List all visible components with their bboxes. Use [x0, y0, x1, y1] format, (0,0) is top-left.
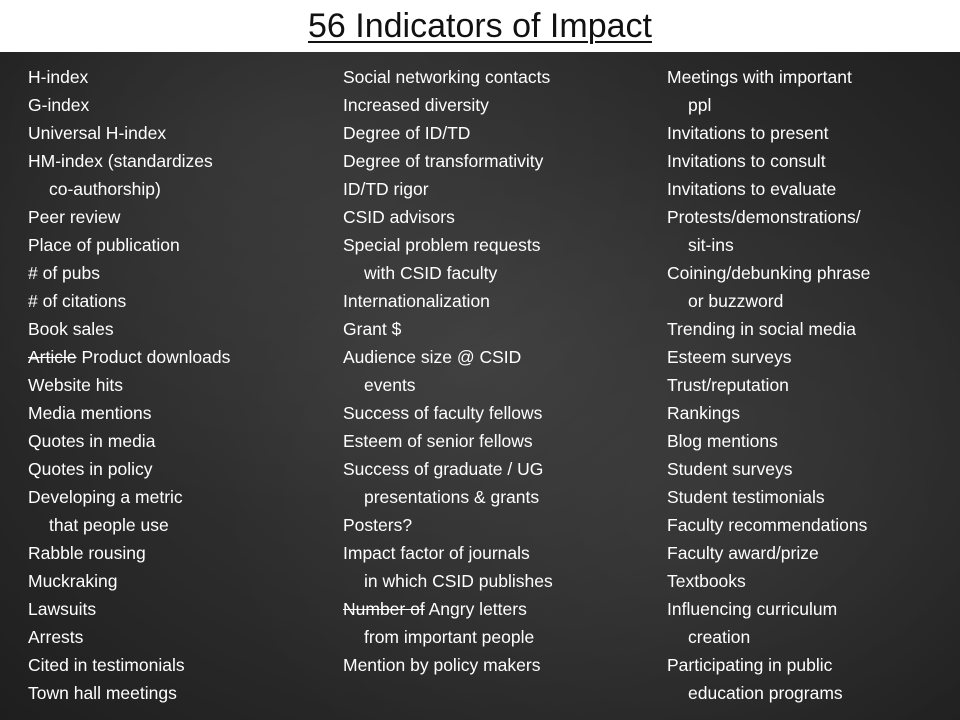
indicator-column-2: Social networking contacts Increased div…: [343, 63, 553, 679]
indicator-item: Participating in public: [667, 655, 833, 675]
indicator-item: HM-index (standardizes: [28, 151, 213, 171]
indicator-item: Rabble rousing: [28, 543, 146, 563]
indicator-item: Invitations to evaluate: [667, 179, 837, 199]
indicator-item: Lawsuits: [28, 599, 97, 619]
indicator-item: Quotes in policy: [28, 459, 153, 479]
indicator-item: Trending in social media: [667, 319, 857, 339]
indicator-item-continuation: creation: [688, 627, 751, 647]
indicator-item-continuation: ppl: [688, 95, 712, 115]
indicator-item: Audience size @ CSID: [343, 347, 522, 367]
indicator-item: Place of publication: [28, 235, 180, 255]
indicator-item-continuation: events: [364, 375, 416, 395]
indicator-item: Esteem surveys: [667, 347, 792, 367]
indicator-item-continuation: or buzzword: [688, 291, 784, 311]
indicator-item: Media mentions: [28, 403, 152, 423]
indicator-item: ID/TD rigor: [343, 179, 429, 199]
indicator-item: Posters?: [343, 515, 413, 535]
indicator-item-continuation: from important people: [364, 627, 535, 647]
indicator-item-continuation: co-authorship): [49, 179, 161, 199]
indicator-column-3: Meetings with important ppl Invitations …: [667, 63, 870, 707]
indicator-item: Textbooks: [667, 571, 746, 591]
indicator-item-continuation: education programs: [688, 683, 843, 703]
indicator-item: Quotes in media: [28, 431, 156, 451]
indicator-item: Invitations to consult: [667, 151, 826, 171]
indicator-item: Trust/reputation: [667, 375, 789, 395]
struck-text: Article: [28, 347, 77, 367]
indicator-item-continuation: with CSID faculty: [364, 263, 498, 283]
indicator-item: Muckraking: [28, 571, 118, 591]
indicator-item: Meetings with important: [667, 67, 852, 87]
indicator-item: G-index: [28, 95, 90, 115]
indicator-item: Article Product downloads: [28, 347, 231, 367]
indicator-item: # of pubs: [28, 263, 100, 283]
indicator-item: Success of faculty fellows: [343, 403, 543, 423]
indicator-item: Success of graduate / UG: [343, 459, 544, 479]
indicator-item: Blog mentions: [667, 431, 778, 451]
indicator-item: Protests/demonstrations/: [667, 207, 861, 227]
indicator-item: Peer review: [28, 207, 121, 227]
indicator-item: Degree of transformativity: [343, 151, 544, 171]
indicator-item-continuation: that people use: [49, 515, 169, 535]
indicator-item: Special problem requests: [343, 235, 541, 255]
indicator-item: Grant $: [343, 319, 402, 339]
struck-text: Number of: [343, 599, 425, 619]
indicator-item: # of citations: [28, 291, 127, 311]
indicator-item: Website hits: [28, 375, 123, 395]
indicator-item: Esteem of senior fellows: [343, 431, 533, 451]
title-bar: 56 Indicators of Impact: [0, 0, 960, 52]
indicator-item: Book sales: [28, 319, 114, 339]
indicator-item: Faculty recommendations: [667, 515, 868, 535]
slide-title: 56 Indicators of Impact: [308, 7, 652, 45]
indicator-item-continuation: in which CSID publishes: [364, 571, 553, 591]
indicator-item: Town hall meetings: [28, 683, 177, 703]
indicator-item: Student surveys: [667, 459, 793, 479]
indicator-item-continuation: presentations & grants: [364, 487, 540, 507]
indicator-item: H-index: [28, 67, 89, 87]
indicator-item: Increased diversity: [343, 95, 489, 115]
indicator-item: Arrests: [28, 627, 84, 647]
indicator-item: Universal H-index: [28, 123, 167, 143]
indicator-item: Influencing curriculum: [667, 599, 838, 619]
indicator-item: Developing a metric: [28, 487, 183, 507]
indicator-item: CSID advisors: [343, 207, 455, 227]
indicator-item-continuation: sit-ins: [688, 235, 734, 255]
indicator-item: Student testimonials: [667, 487, 825, 507]
indicator-item: Rankings: [667, 403, 740, 423]
indicator-item: Cited in testimonials: [28, 655, 185, 675]
indicator-item: Mention by policy makers: [343, 655, 541, 675]
indicator-item: Social networking contacts: [343, 67, 551, 87]
indicator-item: Invitations to present: [667, 123, 829, 143]
indicator-item: Internationalization: [343, 291, 490, 311]
indicator-item: Number of Angry letters: [343, 599, 527, 619]
indicator-column-1: H-index G-index Universal H-index HM-ind…: [28, 63, 230, 707]
indicator-item: Faculty award/prize: [667, 543, 819, 563]
indicator-item: Impact factor of journals: [343, 543, 530, 563]
indicator-item: Coining/debunking phrase: [667, 263, 871, 283]
indicator-item: Degree of ID/TD: [343, 123, 471, 143]
